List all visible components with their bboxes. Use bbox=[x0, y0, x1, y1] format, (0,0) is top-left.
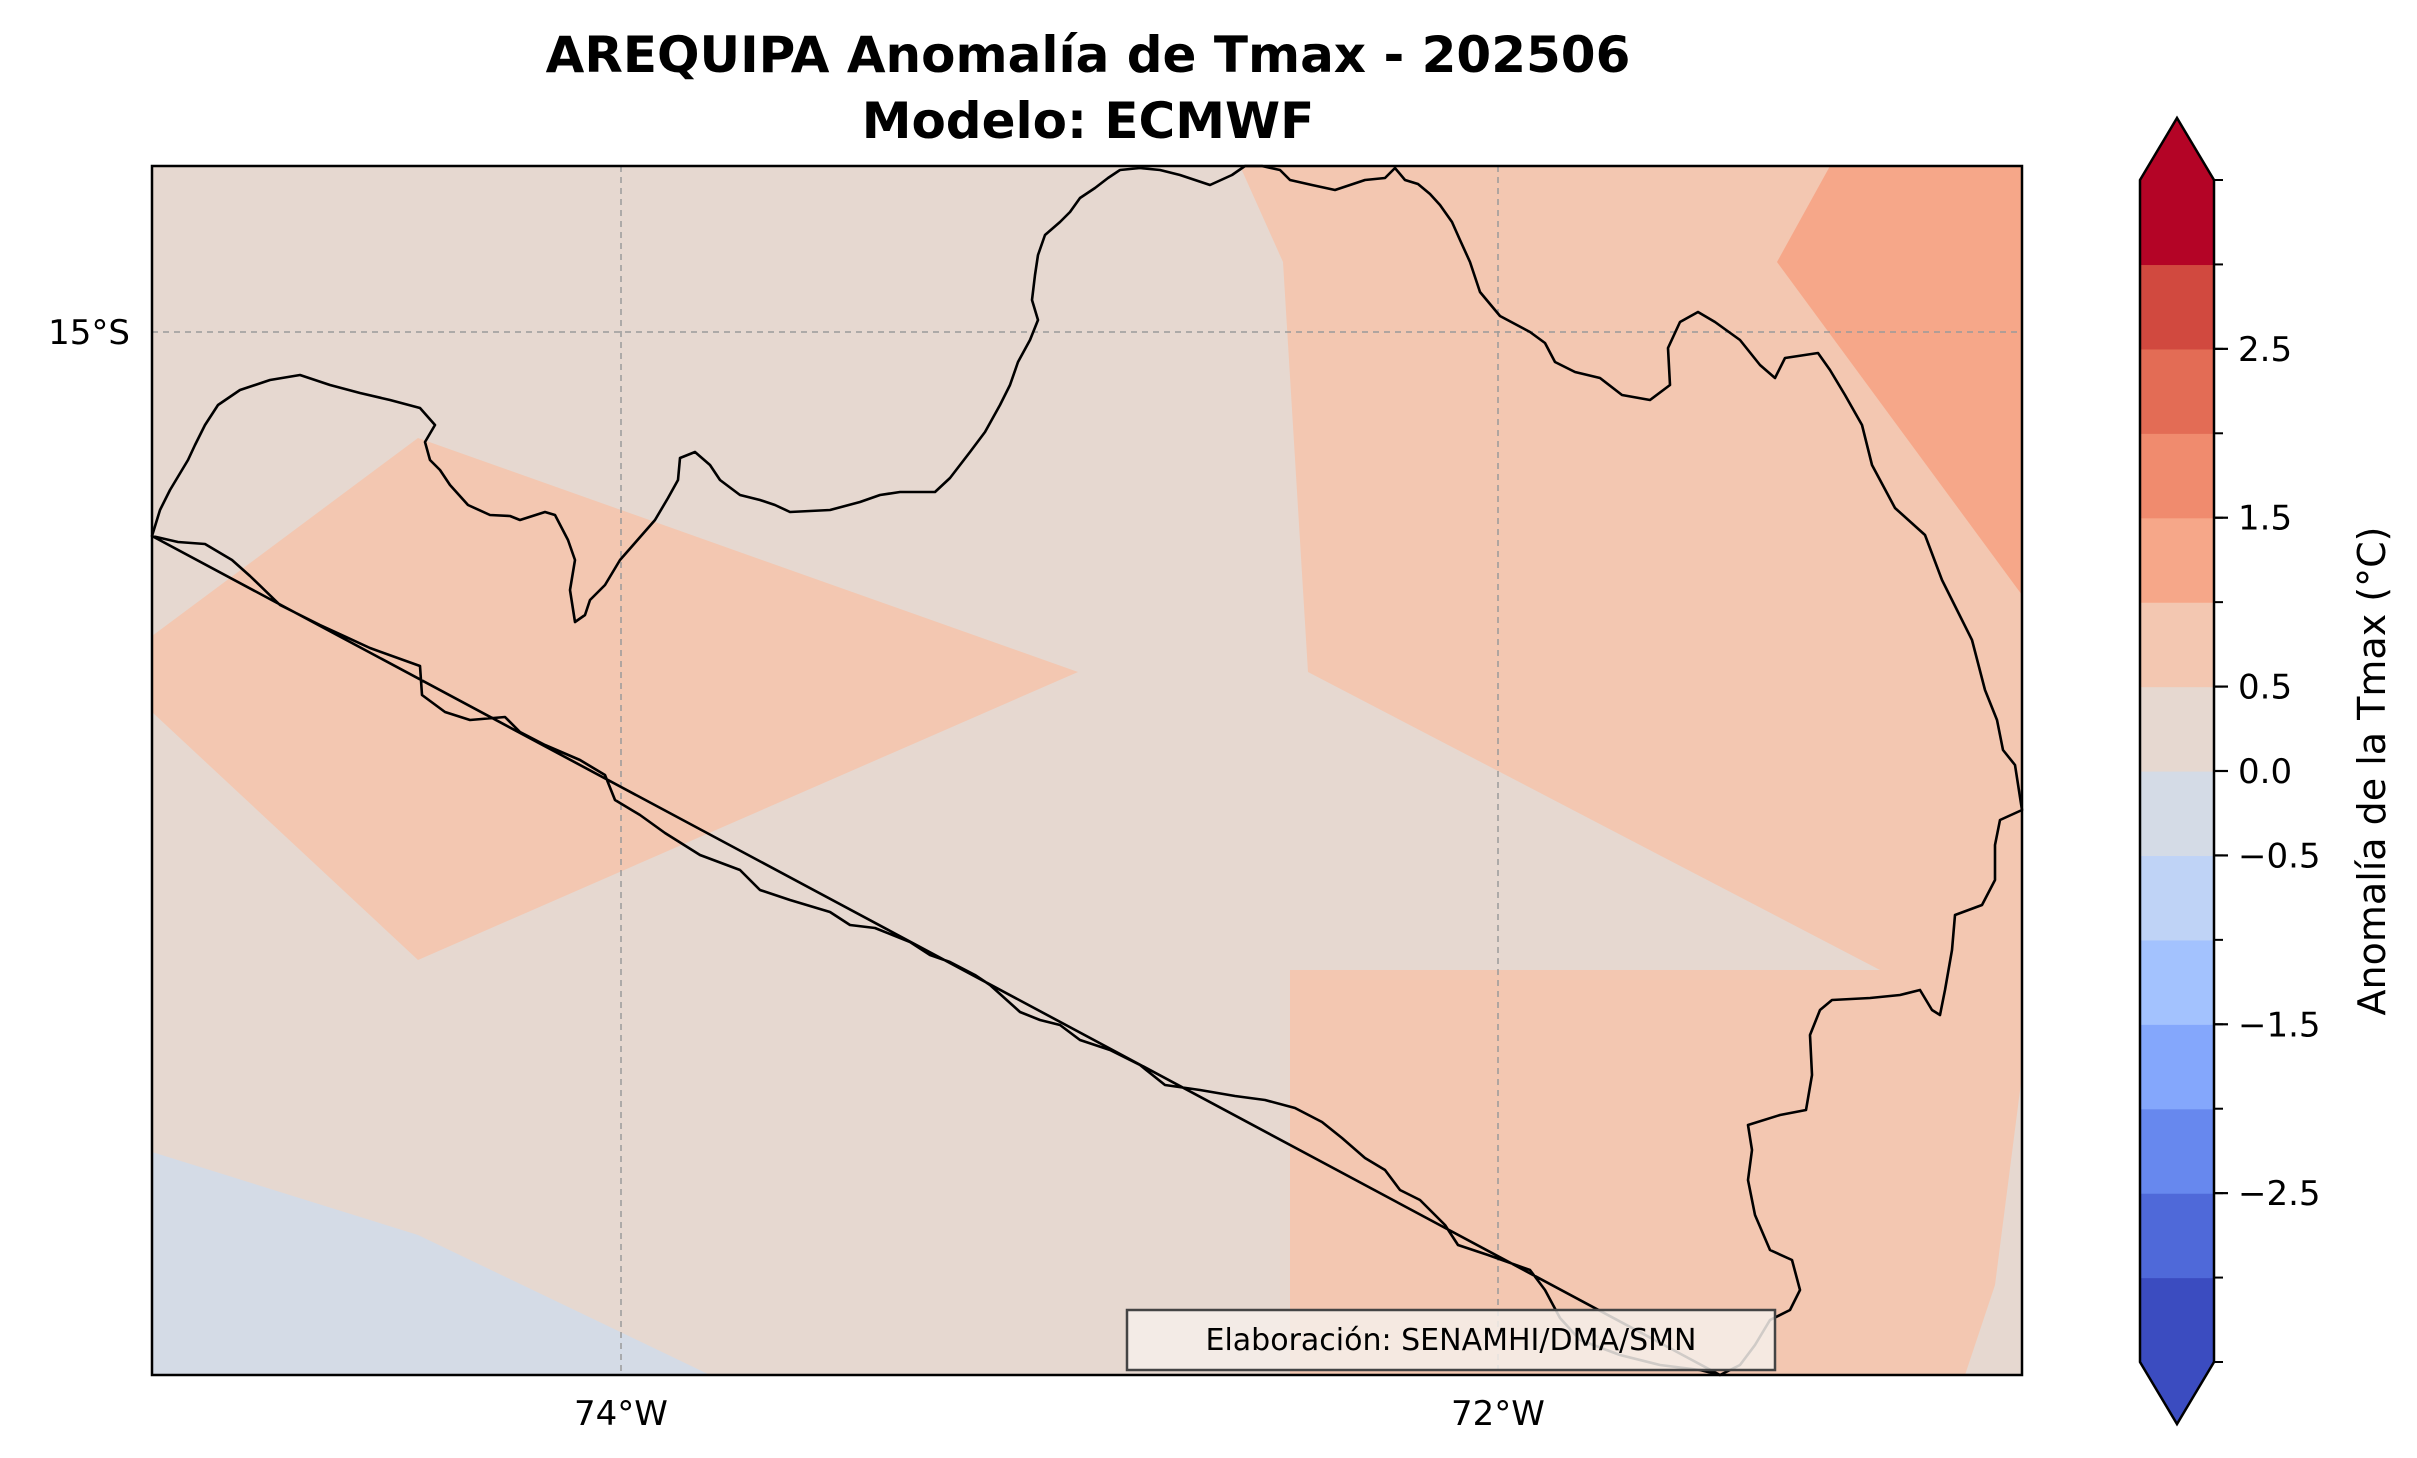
title-line-1: AREQUIPA Anomalía de Tmax - 202506 bbox=[546, 26, 1631, 84]
credit-box: Elaboración: SENAMHI/DMA/SMN bbox=[1125, 1308, 1777, 1372]
region-boundary bbox=[150, 164, 2024, 1377]
gridlines bbox=[152, 166, 2022, 1375]
colorbar-band bbox=[2140, 1277, 2214, 1363]
colorbar-band bbox=[2140, 517, 2214, 603]
colorbar-band bbox=[2140, 1108, 2214, 1194]
colorbar-band bbox=[2140, 1024, 2214, 1110]
colorbar-band bbox=[2140, 686, 2214, 772]
colorbar-tick-label: −0.5 bbox=[2238, 836, 2321, 876]
lon-tick-label-74: 74°W bbox=[574, 1394, 668, 1434]
colorbar-label: Anomalía de la Tmax (°C) bbox=[2350, 527, 2394, 1016]
anomaly-region-1-1.5 bbox=[1777, 166, 2022, 595]
colorbar-band bbox=[2140, 348, 2214, 434]
anomaly-field bbox=[152, 166, 2022, 1375]
colorbar-band bbox=[2140, 855, 2214, 941]
colorbar-tick-label: 2.5 bbox=[2238, 330, 2292, 370]
colorbar-band bbox=[2140, 1193, 2214, 1279]
map-panel: Elaboración: SENAMHI/DMA/SMN bbox=[150, 164, 2024, 1377]
colorbar: −2.5 −1.5 −0.5 0.0 0.5 1.5 2.5 Anomalía de la T… bbox=[2138, 115, 2394, 1427]
colorbar-tick-label: 0.5 bbox=[2238, 668, 2292, 708]
anomaly-region-0.5-1-east bbox=[1240, 166, 2022, 1375]
colorbar-band bbox=[2140, 180, 2214, 266]
credit-box-background bbox=[1125, 1308, 1777, 1372]
map-axis-ticks: 74°W 72°W 15°S bbox=[48, 313, 1545, 1434]
colorbar-tick-label: −2.5 bbox=[2238, 1174, 2321, 1214]
lat-tick-label-15: 15°S bbox=[48, 313, 130, 353]
colorbar-tick-label: 0.0 bbox=[2238, 752, 2292, 792]
colorbar-band bbox=[2140, 433, 2214, 519]
colorbar-tick-label: 1.5 bbox=[2238, 499, 2292, 539]
credit-text: Elaboración: SENAMHI/DMA/SMN bbox=[1206, 1323, 1697, 1358]
anomaly-region-minus-0.5-0 bbox=[152, 1152, 710, 1375]
colorbar-band bbox=[2140, 602, 2214, 688]
map-frame bbox=[150, 164, 2024, 1377]
lon-tick-label-72: 72°W bbox=[1451, 1394, 1545, 1434]
colorbar-band bbox=[2140, 264, 2214, 350]
anomaly-region-0.5-1-west bbox=[152, 438, 1078, 960]
title-line-2: Modelo: ECMWF bbox=[862, 92, 1315, 150]
colorbar-extend-over bbox=[2140, 118, 2214, 180]
colorbar-band bbox=[2140, 771, 2214, 857]
colorbar-band bbox=[2140, 939, 2214, 1025]
colorbar-tick-label: −1.5 bbox=[2238, 1005, 2321, 1045]
colorbar-extend-under bbox=[2140, 1362, 2214, 1424]
